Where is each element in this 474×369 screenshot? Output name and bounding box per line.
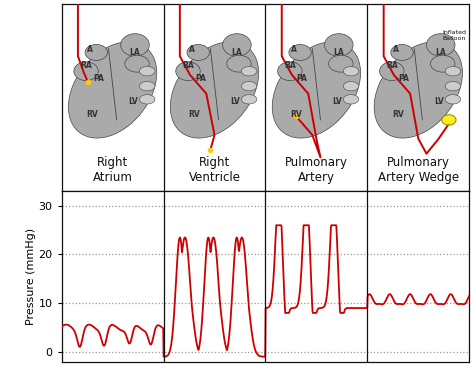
Ellipse shape (445, 94, 461, 104)
Text: LV: LV (332, 97, 342, 106)
Ellipse shape (223, 34, 251, 56)
Ellipse shape (445, 82, 461, 91)
Text: LA: LA (333, 48, 344, 57)
Ellipse shape (241, 66, 257, 76)
Text: Pulmonary
Artery: Pulmonary Artery (285, 156, 348, 184)
Text: RA: RA (386, 61, 398, 70)
Ellipse shape (170, 42, 259, 138)
Text: LV: LV (434, 97, 444, 106)
Y-axis label: Pressure (mmHg): Pressure (mmHg) (26, 228, 36, 325)
Ellipse shape (343, 66, 359, 76)
Text: LA: LA (435, 48, 446, 57)
Ellipse shape (68, 42, 157, 138)
Ellipse shape (328, 55, 353, 72)
Text: RA: RA (182, 61, 194, 70)
Ellipse shape (278, 62, 302, 80)
Ellipse shape (430, 55, 455, 72)
Text: LA: LA (231, 48, 242, 57)
Text: PA: PA (399, 74, 410, 83)
Text: RA: RA (80, 61, 92, 70)
Ellipse shape (343, 94, 359, 104)
Text: PA: PA (93, 74, 104, 83)
Text: RA: RA (284, 61, 296, 70)
Text: Right
Ventricle: Right Ventricle (189, 156, 240, 184)
Ellipse shape (325, 34, 353, 56)
Ellipse shape (445, 66, 461, 76)
Text: Right
Atrium: Right Atrium (92, 156, 133, 184)
Ellipse shape (391, 45, 413, 61)
Text: RV: RV (188, 110, 200, 119)
Ellipse shape (74, 62, 98, 80)
Ellipse shape (272, 42, 361, 138)
Text: A: A (393, 45, 399, 54)
Ellipse shape (343, 82, 359, 91)
Text: RV: RV (86, 110, 98, 119)
Ellipse shape (139, 82, 155, 91)
Ellipse shape (85, 45, 108, 61)
Ellipse shape (380, 62, 404, 80)
Text: PA: PA (297, 74, 308, 83)
Ellipse shape (139, 94, 155, 104)
Text: PA: PA (195, 74, 206, 83)
Text: A: A (291, 45, 297, 54)
Text: RV: RV (290, 110, 302, 119)
Ellipse shape (427, 34, 455, 56)
Text: LV: LV (128, 97, 138, 106)
Ellipse shape (241, 94, 257, 104)
Text: LA: LA (129, 48, 140, 57)
Ellipse shape (289, 45, 311, 61)
Ellipse shape (374, 42, 463, 138)
Ellipse shape (125, 55, 149, 72)
Text: Pulmonary
Artery Wedge: Pulmonary Artery Wedge (378, 156, 459, 184)
Ellipse shape (442, 115, 456, 125)
Ellipse shape (176, 62, 200, 80)
Text: A: A (189, 45, 195, 54)
Ellipse shape (121, 34, 149, 56)
Text: LV: LV (230, 97, 240, 106)
Ellipse shape (227, 55, 251, 72)
Text: Inflated
Balloon: Inflated Balloon (443, 30, 467, 41)
Text: A: A (87, 45, 93, 54)
Ellipse shape (241, 82, 257, 91)
Text: RV: RV (392, 110, 404, 119)
Ellipse shape (187, 45, 210, 61)
Ellipse shape (139, 66, 155, 76)
